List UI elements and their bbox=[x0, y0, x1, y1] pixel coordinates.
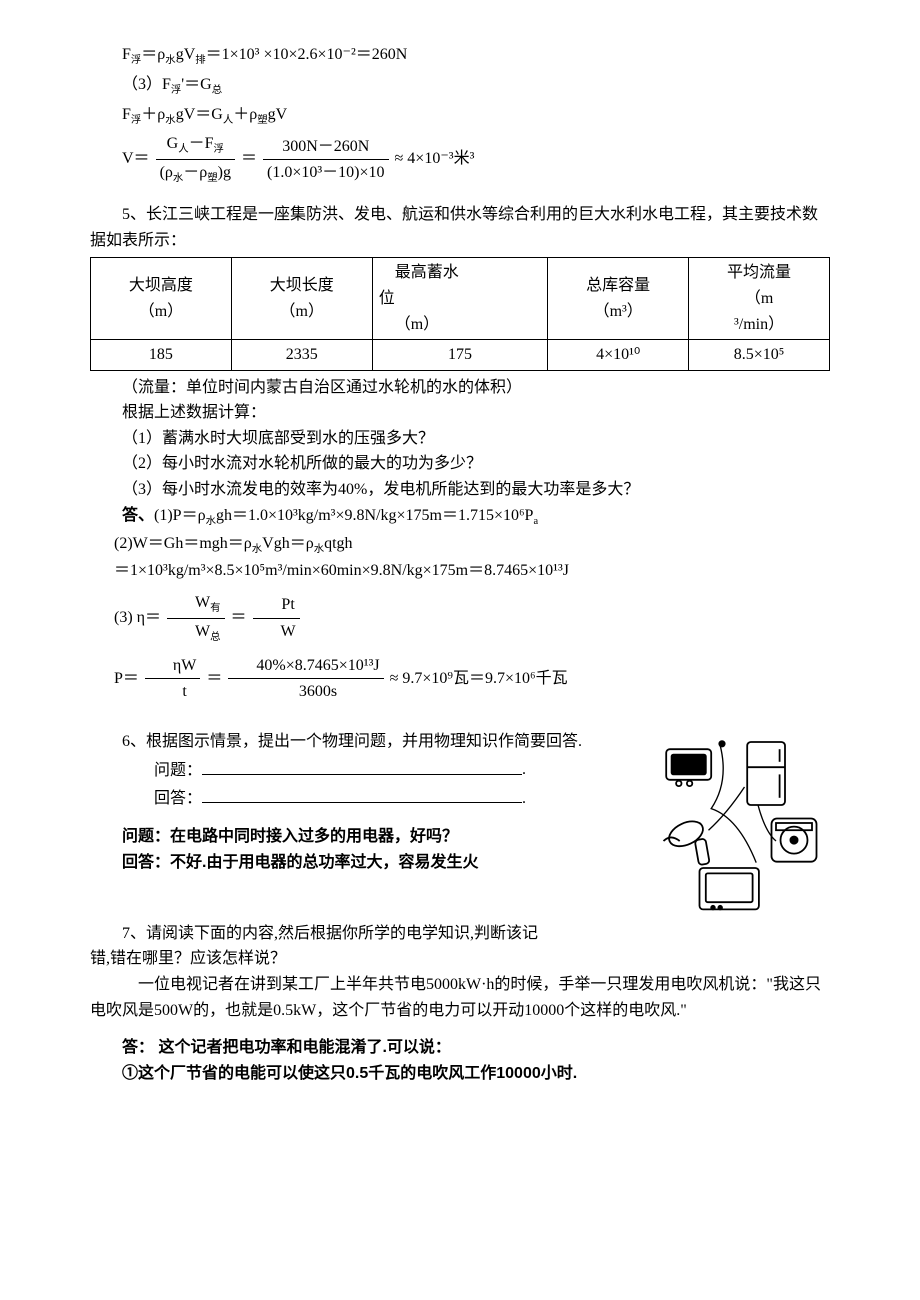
td-capacity: 4×10¹⁰ bbox=[548, 340, 689, 371]
q5-sub1: （1）蓄满水时大坝底部受到水的压强多大？ bbox=[90, 426, 830, 452]
q5-prompt: 根据上述数据计算： bbox=[90, 400, 830, 426]
q5-table: 大坝高度（m） 大坝长度（m） 最高蓄水位 （m） 总库容量（m³） 平均流量（… bbox=[90, 257, 830, 370]
q5-note: （流量：单位时间内蒙古自治区通过水轮机的水的体积） bbox=[90, 375, 830, 401]
q5-answer-3b: P＝ ηW t ＝ 40%×8.7465×10¹³J 3600s ≈ 9.7×1… bbox=[90, 653, 830, 705]
q7-answer-2: ①这个厂节省的电能可以使这只0.5千瓦的电吹风工作10000小时. bbox=[90, 1061, 830, 1087]
q5-intro: 5、长江三峡工程是一座集防洪、发电、航运和供水等综合利用的巨大水利水电工程，其主… bbox=[90, 202, 830, 253]
td-level: 175 bbox=[372, 340, 548, 371]
q5-answer-2a: (2)W＝Gh＝mgh＝ρ水Vgh＝ρ水qtgh bbox=[90, 531, 830, 559]
q7-prompt-a: 7、请阅读下面的内容,然后根据你所学的电学知识,判断该记 bbox=[90, 921, 830, 947]
eq1-line4: V＝ G人－F浮 (ρ水－ρ塑)g ＝ 300N－260N (1.0×10³－1… bbox=[122, 131, 830, 188]
td-length: 2335 bbox=[231, 340, 372, 371]
q5-answer-2b: ＝1×10³kg/m³×8.5×10⁵m³/min×60min×9.8N/kg×… bbox=[90, 558, 830, 584]
td-height: 185 bbox=[91, 340, 232, 371]
th-capacity: 总库容量（m³） bbox=[548, 258, 689, 340]
th-level: 最高蓄水位 （m） bbox=[372, 258, 548, 340]
table-data-row: 185 2335 175 4×10¹⁰ 8.5×10⁵ bbox=[91, 340, 830, 371]
td-flow: 8.5×10⁵ bbox=[689, 340, 830, 371]
eq1-line3: F浮＋ρ水gV＝G人＋ρ塑gV bbox=[122, 102, 830, 130]
th-height: 大坝高度（m） bbox=[91, 258, 232, 340]
eq1-line2: （3）F浮'＝G总 bbox=[122, 72, 830, 100]
table-header-row: 大坝高度（m） 大坝长度（m） 最高蓄水位 （m） 总库容量（m³） 平均流量（… bbox=[91, 258, 830, 340]
appliances-illustration bbox=[650, 733, 830, 913]
th-flow: 平均流量（m³/min） bbox=[689, 258, 830, 340]
q5-sub2: （2）每小时水流对水轮机所做的最大的功为多少？ bbox=[90, 451, 830, 477]
th-length: 大坝长度（m） bbox=[231, 258, 372, 340]
q7-prompt-b: 错,错在哪里？应该怎样说？ bbox=[90, 946, 830, 972]
eq1-line1: F浮＝ρ水gV排＝1×10³ ×10×2.6×10⁻²＝260N bbox=[122, 42, 830, 70]
q7-answer-1: 答： 这个记者把电功率和电能混淆了.可以说： bbox=[90, 1035, 830, 1061]
q5-answer-3a: (3) η＝ W有 W总 ＝ Pt W bbox=[90, 590, 830, 647]
q7-paragraph: 一位电视记者在讲到某工厂上半年共节电5000kW·h的时候，手举一只理发用电吹风… bbox=[90, 972, 830, 1023]
q5-answer-1: 答、(1)P＝ρ水gh＝1.0×10³kg/m³×9.8N/kg×175m＝1.… bbox=[90, 503, 830, 531]
q5-sub3: （3）每小时水流发电的效率为40%，发电机所能达到的最大功率是多大？ bbox=[90, 477, 830, 503]
